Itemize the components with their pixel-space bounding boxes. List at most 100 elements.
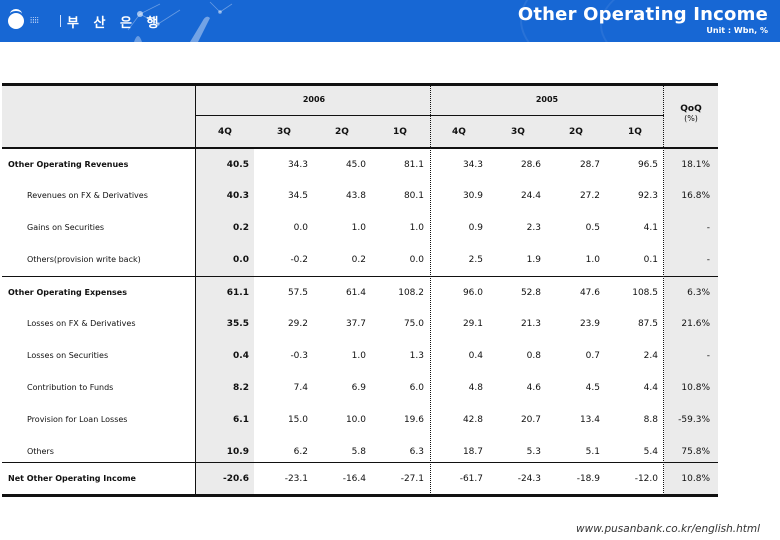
table-cell: -0.2 <box>290 255 308 265</box>
quarter-header: 4Q <box>452 127 466 137</box>
table-cell: 0.2 <box>233 223 249 233</box>
qoq-cell: - <box>706 223 710 233</box>
qoq-cell: 75.8% <box>681 447 710 457</box>
table-cell: 21.3 <box>520 319 541 329</box>
table-cell: 57.5 <box>287 288 308 298</box>
qoq-cell: 21.6% <box>681 319 710 329</box>
table-cell: 43.8 <box>345 191 366 201</box>
table-cell: 5.4 <box>643 447 658 457</box>
logo-mark-icon <box>8 9 24 29</box>
table-cell: 96.5 <box>637 160 658 170</box>
year-divider <box>430 83 431 497</box>
table-cell: 96.0 <box>462 288 483 298</box>
table-cell: 27.2 <box>579 191 600 201</box>
table-cell: 1.0 <box>351 223 366 233</box>
table-cell: 42.8 <box>462 415 483 425</box>
table-cell: 1.3 <box>409 351 424 361</box>
row-label: Others <box>27 447 54 456</box>
table-cell: 18.7 <box>462 447 483 457</box>
table-cell: 92.3 <box>637 191 658 201</box>
qoq-divider <box>663 83 664 497</box>
qoq-cell: 16.8% <box>681 191 710 201</box>
table-cell: 19.6 <box>403 415 424 425</box>
row-label: Revenues on FX & Derivatives <box>27 191 148 200</box>
quarter-header: 2Q <box>335 127 349 137</box>
page-title: Other Operating Income <box>517 4 768 25</box>
table-cell: 80.1 <box>403 191 424 201</box>
qoq-cell: 18.1% <box>681 160 710 170</box>
quarter-header: 3Q <box>511 127 525 137</box>
table-row: Provision for Loan Losses 6.1 15.0 10.0 19.6… <box>2 404 718 436</box>
table-cell: 0.0 <box>409 255 424 265</box>
table-cell: 7.4 <box>293 383 308 393</box>
table-cell: 23.9 <box>579 319 600 329</box>
highlight-column-qoq <box>664 148 718 494</box>
table-bottom-rule <box>2 494 718 497</box>
table-cell: 52.8 <box>520 288 541 298</box>
table-cell: 34.3 <box>462 160 483 170</box>
table-cell: 40.5 <box>226 160 249 170</box>
table-cell: 87.5 <box>637 319 658 329</box>
table-cell: 61.4 <box>345 288 366 298</box>
table-cell: 8.2 <box>233 383 249 393</box>
table-cell: 24.4 <box>520 191 541 201</box>
table-cell: 1.0 <box>409 223 424 233</box>
row-label: Net Other Operating Income <box>8 474 136 483</box>
table-cell: 35.5 <box>226 319 249 329</box>
table-cell: -20.6 <box>223 474 249 484</box>
table-cell: 6.3 <box>409 447 424 457</box>
quarter-header: 2Q <box>569 127 583 137</box>
table-cell: 1.0 <box>585 255 600 265</box>
table-cell: 4.4 <box>643 383 658 393</box>
table-row: Other Operating Expenses 61.1 57.5 61.4 108.… <box>2 276 718 308</box>
website-url: www.pusanbank.co.kr/english.html <box>576 523 760 535</box>
table-cell: 29.2 <box>287 319 308 329</box>
table-cell: 5.8 <box>351 447 366 457</box>
table-row: Gains on Securities 0.2 0.0 1.0 1.0 0.9 2.3 0.5… <box>2 212 718 244</box>
table-cell: 4.6 <box>526 383 541 393</box>
table-cell: 2.4 <box>643 351 658 361</box>
highlight-column-4q-2006 <box>196 148 254 494</box>
table-row: Revenues on FX & Derivatives 40.3 34.5 43.8… <box>2 180 718 212</box>
row-label: Losses on FX & Derivatives <box>27 319 136 328</box>
table-cell: 20.7 <box>520 415 541 425</box>
quarter-header: 1Q <box>628 127 642 137</box>
table-cell: 10.9 <box>226 447 249 457</box>
table-row: Other Operating Revenues 40.5 34.3 45.0 81.1… <box>2 148 718 180</box>
table-cell: -61.7 <box>459 474 483 484</box>
table-cell: 0.8 <box>526 351 541 361</box>
row-label: Contribution to Funds <box>27 383 114 392</box>
qoq-header: QoQ (%) <box>664 105 718 124</box>
row-label: Gains on Securities <box>27 223 105 232</box>
qoq-cell: -59.3% <box>678 415 710 425</box>
qoq-cell: - <box>706 351 710 361</box>
row-label: Other Operating Expenses <box>8 288 127 297</box>
table-cell: 0.5 <box>585 223 600 233</box>
table-cell: 15.0 <box>287 415 308 425</box>
bank-logo: ⁞⁞⁞⁞ 부 산 은 행 <box>8 9 163 33</box>
table-cell: 61.1 <box>226 288 249 298</box>
table-cell: 29.1 <box>462 319 483 329</box>
bank-name: 부 산 은 행 <box>67 15 164 31</box>
qoq-cell: 6.3% <box>687 288 710 298</box>
table-cell: 6.0 <box>409 383 424 393</box>
table-cell: 40.3 <box>226 191 249 201</box>
table-cell: 0.4 <box>233 351 249 361</box>
table-cell: -0.3 <box>290 351 308 361</box>
row-label: Other Operating Revenues <box>8 160 129 169</box>
table-cell: 4.5 <box>585 383 600 393</box>
table-row: Others(provision write back) 0.0 -0.2 0.2 0.… <box>2 244 718 276</box>
table-cell: -27.1 <box>400 474 424 484</box>
table-cell: 8.8 <box>643 415 658 425</box>
row-label: Losses on Securities <box>27 351 109 360</box>
table-cell: 34.5 <box>287 191 308 201</box>
quarter-header: 3Q <box>277 127 291 137</box>
table-cell: 75.0 <box>403 319 424 329</box>
table-cell: 6.1 <box>233 415 249 425</box>
table-cell: 108.2 <box>398 288 424 298</box>
table-row: Losses on Securities 0.4 -0.3 1.0 1.3 0.4 0.8 0… <box>2 340 718 372</box>
row-label: Provision for Loan Losses <box>27 415 128 424</box>
row-label: Others(provision write back) <box>27 255 141 264</box>
table-row: Others 10.9 6.2 5.8 6.3 18.7 5.3 5.1 5.4 75.8% <box>2 436 718 468</box>
header-banner: ⁞⁞⁞⁞ 부 산 은 행 Other Operating Income Unit… <box>0 0 780 42</box>
